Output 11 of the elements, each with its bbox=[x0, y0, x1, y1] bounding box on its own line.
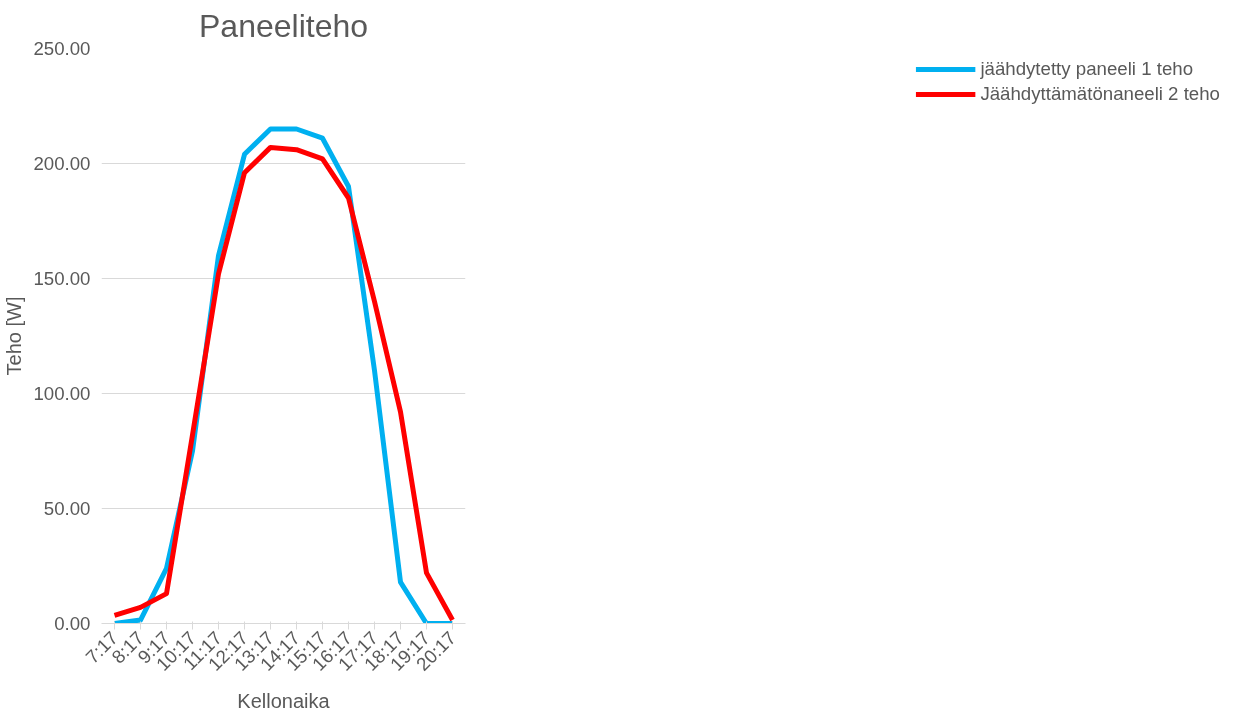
x-axis-title: Kellonaika bbox=[237, 690, 331, 713]
y-tick-label: 150.00 bbox=[33, 268, 91, 289]
y-tick-label: 200.00 bbox=[33, 153, 91, 174]
legend-label: jäähdytetty paneeli 1 teho bbox=[980, 58, 1194, 80]
y-tick-label: 100.00 bbox=[33, 383, 91, 404]
y-tick-label: 50.00 bbox=[43, 498, 91, 519]
chart-title: Paneeliteho bbox=[198, 7, 369, 44]
y-axis-title: Teho [W] bbox=[3, 296, 26, 376]
y-tick-label: 250.00 bbox=[33, 38, 91, 59]
y-tick-label: 0.00 bbox=[54, 613, 91, 634]
legend-label: Jäähdyttämätönaneeli 2 teho bbox=[980, 83, 1220, 105]
